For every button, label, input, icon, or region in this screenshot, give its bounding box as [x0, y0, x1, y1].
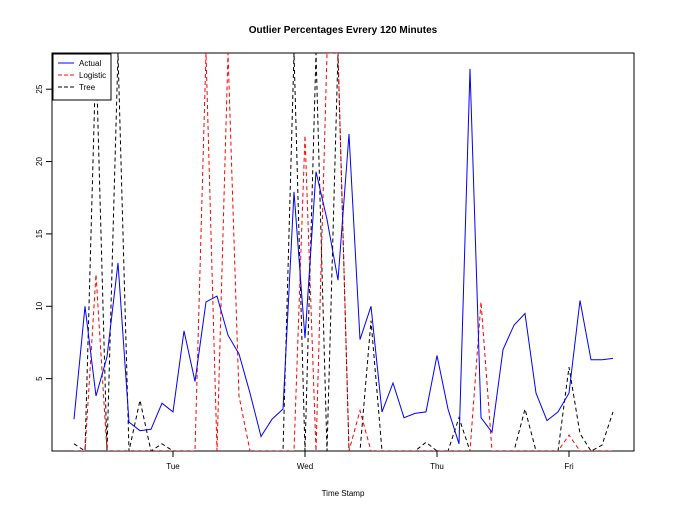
legend-label-tree: Tree: [79, 83, 96, 92]
plot-frame: [51, 52, 635, 452]
chart-title: Outlier Percentages Evrery 120 Minutes: [249, 25, 438, 36]
x-tick-label: Fri: [564, 462, 574, 471]
legend-label-logistic: Logistic: [79, 71, 106, 80]
y-tick-label: 25: [35, 84, 44, 93]
legend-label-actual: Actual: [79, 59, 101, 68]
legend: Actual Logistic Tree: [52, 53, 112, 101]
x-tick-label: Thu: [430, 462, 444, 471]
x-axis: Tue Wed Thu Fri: [166, 451, 574, 471]
x-tick-label: Tue: [166, 462, 180, 471]
series-line-actual: [73, 68, 614, 444]
series-layer: [73, 53, 614, 451]
y-tick-label: 10: [35, 301, 44, 310]
y-axis: 5 10 15 20 25: [35, 84, 52, 381]
x-tick-label: Wed: [297, 462, 313, 471]
legend-box: [52, 53, 112, 101]
y-tick-label: 15: [35, 229, 44, 238]
series-line-tree: [73, 53, 614, 451]
y-tick-label: 5: [35, 376, 44, 381]
x-axis-label: Time Stamp: [322, 489, 365, 498]
y-tick-label: 20: [35, 157, 44, 166]
